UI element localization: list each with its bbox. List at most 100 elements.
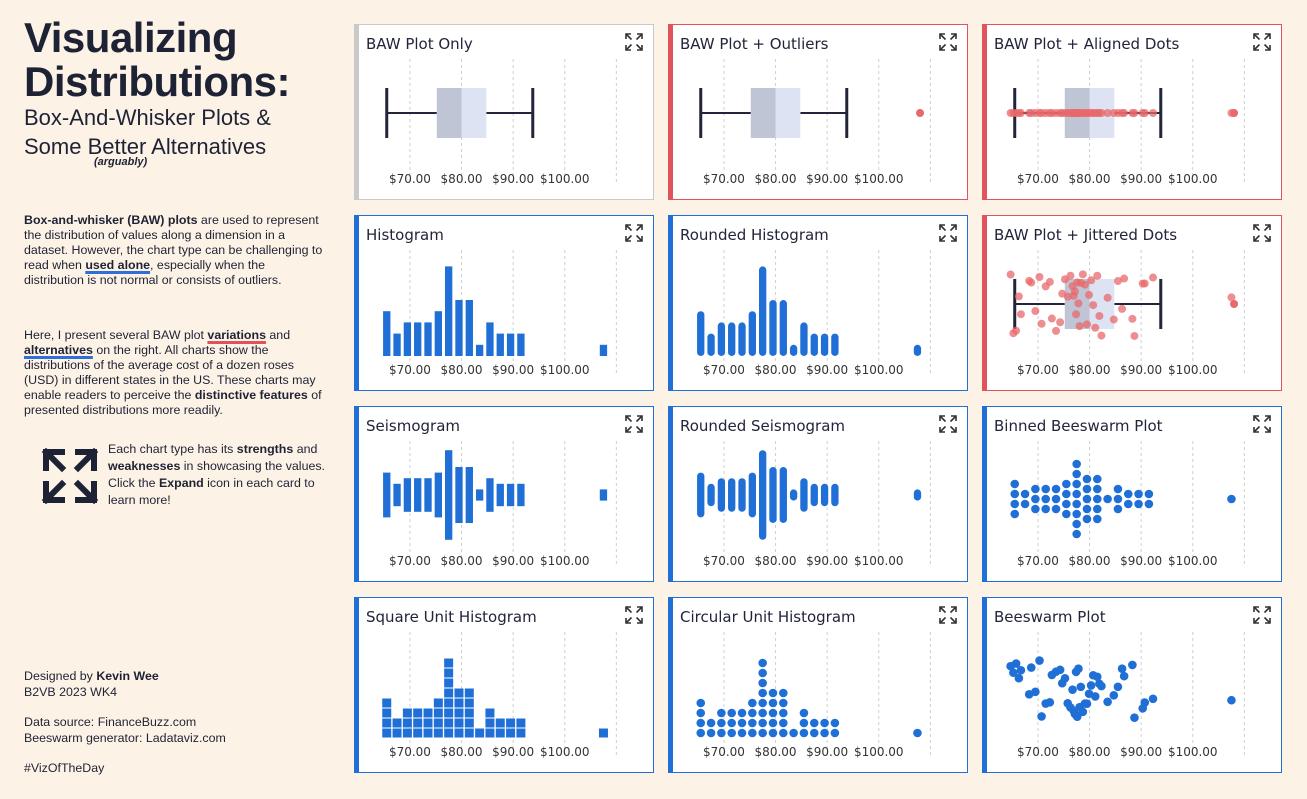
chart-card-hist-round: Rounded Histogram $70.00 $80.00 $90.00 $100.… bbox=[668, 215, 968, 391]
method-paragraph: Here, I present several BAW plot variati… bbox=[24, 328, 326, 418]
seismogram-bar bbox=[800, 478, 808, 512]
beeswarm-dot bbox=[1031, 494, 1040, 504]
x-tick-label: $90.00 bbox=[492, 363, 534, 377]
unit-circle bbox=[717, 708, 726, 718]
histogram-bar bbox=[486, 322, 494, 356]
beeswarm-dot bbox=[1045, 698, 1055, 707]
beeswarm-dot bbox=[1082, 504, 1092, 514]
x-tick-label: $80.00 bbox=[441, 172, 483, 186]
x-tick-label: $70.00 bbox=[1017, 172, 1059, 186]
card-accent bbox=[983, 598, 987, 772]
card-title: Seismogram bbox=[366, 417, 461, 435]
seismogram-bar bbox=[496, 483, 504, 507]
unit-square bbox=[413, 718, 423, 728]
seismogram-bar bbox=[455, 467, 463, 523]
data-dot bbox=[1063, 292, 1072, 301]
histogram-bar bbox=[738, 322, 746, 356]
expand-icon[interactable] bbox=[625, 33, 643, 51]
x-tick-label: $100.00 bbox=[540, 554, 590, 568]
unit-square bbox=[454, 728, 464, 738]
unit-square bbox=[454, 718, 464, 728]
x-axis: $70.00 $80.00 $90.00 $100.00 bbox=[703, 632, 931, 759]
x-tick-label: $80.00 bbox=[1069, 554, 1111, 568]
expand-icon[interactable] bbox=[625, 606, 643, 624]
data-dot bbox=[1085, 290, 1094, 299]
unit-square bbox=[413, 708, 423, 718]
beeswarm-dot bbox=[1062, 499, 1071, 509]
seismogram-bar bbox=[831, 483, 839, 507]
beeswarm-dot bbox=[1072, 499, 1081, 509]
x-tick-label: $70.00 bbox=[389, 172, 431, 186]
beeswarm-dot bbox=[1020, 489, 1030, 499]
outlier-dot bbox=[916, 109, 925, 117]
unit-circle bbox=[737, 708, 747, 718]
expand-icon[interactable] bbox=[1253, 415, 1271, 433]
x-tick-label: $100.00 bbox=[1168, 554, 1218, 568]
unit-circle bbox=[768, 718, 778, 728]
expand-icon[interactable] bbox=[625, 224, 643, 242]
unit-square bbox=[495, 728, 505, 738]
x-tick-label: $100.00 bbox=[540, 745, 590, 759]
unit-circle bbox=[820, 728, 829, 738]
expand-icon[interactable] bbox=[939, 606, 957, 624]
data-dot bbox=[1103, 293, 1112, 302]
card-title: BAW Plot Only bbox=[366, 35, 473, 53]
x-tick-label: $90.00 bbox=[1120, 554, 1162, 568]
unit-circle bbox=[799, 708, 809, 718]
x-tick-label: $70.00 bbox=[703, 745, 745, 759]
box-plot bbox=[699, 88, 849, 138]
histogram-bar bbox=[506, 333, 515, 356]
beeswarm-dot bbox=[1113, 484, 1123, 494]
beeswarm-dot bbox=[1072, 519, 1081, 529]
unit-square bbox=[485, 718, 495, 728]
unit-square bbox=[423, 708, 433, 718]
unit-circle bbox=[696, 698, 706, 708]
beeswarm-dot bbox=[1062, 479, 1071, 489]
beeswarm-dot bbox=[1109, 691, 1119, 700]
unit-circle bbox=[809, 718, 819, 728]
chart-card-unit-circle: Circular Unit Histogram $70.00 $80.00 $90.0… bbox=[668, 597, 968, 773]
data-dot bbox=[1066, 271, 1075, 280]
card-title: BAW Plot + Outliers bbox=[680, 35, 829, 53]
x-tick-label: $100.00 bbox=[854, 554, 904, 568]
beeswarm-dot bbox=[1010, 509, 1020, 519]
unit-circle bbox=[779, 718, 788, 728]
expand-icon[interactable] bbox=[1253, 33, 1271, 51]
histogram-bar bbox=[831, 333, 839, 356]
x-tick-label: $100.00 bbox=[540, 172, 590, 186]
data-dot bbox=[1140, 279, 1149, 288]
plot-area: $70.00 $80.00 $90.00 $100.00 bbox=[382, 632, 617, 759]
unit-circle bbox=[779, 688, 788, 698]
plot-area: $70.00 $80.00 $90.00 $100.00 bbox=[383, 441, 617, 568]
unit-square bbox=[402, 708, 412, 718]
lower-quartile-box bbox=[750, 88, 776, 138]
expand-icon[interactable] bbox=[939, 224, 957, 242]
beeswarm-dot bbox=[1051, 494, 1061, 504]
unit-circle bbox=[809, 728, 819, 738]
histogram-bar bbox=[810, 333, 818, 356]
seismogram-bar bbox=[769, 467, 777, 523]
seismogram-bar bbox=[759, 450, 767, 540]
card-title: Square Unit Histogram bbox=[366, 608, 537, 626]
data-dot bbox=[1056, 318, 1065, 327]
unit-circle bbox=[706, 718, 716, 728]
unit-circle bbox=[748, 728, 757, 738]
card-accent bbox=[355, 598, 359, 772]
expand-icon[interactable] bbox=[625, 415, 643, 433]
expand-icon[interactable] bbox=[1253, 606, 1271, 624]
method-text-1: Here, I present several BAW plot bbox=[24, 328, 208, 342]
card-title: Rounded Histogram bbox=[680, 226, 829, 244]
x-tick-label: $90.00 bbox=[1120, 172, 1162, 186]
seismogram-bar bbox=[506, 483, 515, 507]
unit-circle bbox=[779, 728, 788, 738]
seismogram-bar bbox=[913, 489, 922, 501]
beeswarm-dot bbox=[1055, 665, 1065, 675]
expand-emphasis: Expand bbox=[158, 476, 204, 490]
data-dot bbox=[1037, 319, 1046, 328]
expand-icon[interactable] bbox=[939, 33, 957, 51]
x-axis: $70.00 $80.00 $90.00 $100.00 bbox=[703, 59, 931, 186]
unit-circle bbox=[758, 658, 767, 668]
expand-icon[interactable] bbox=[939, 415, 957, 433]
expand-icon[interactable] bbox=[1253, 224, 1271, 242]
data-dot bbox=[1149, 273, 1158, 282]
